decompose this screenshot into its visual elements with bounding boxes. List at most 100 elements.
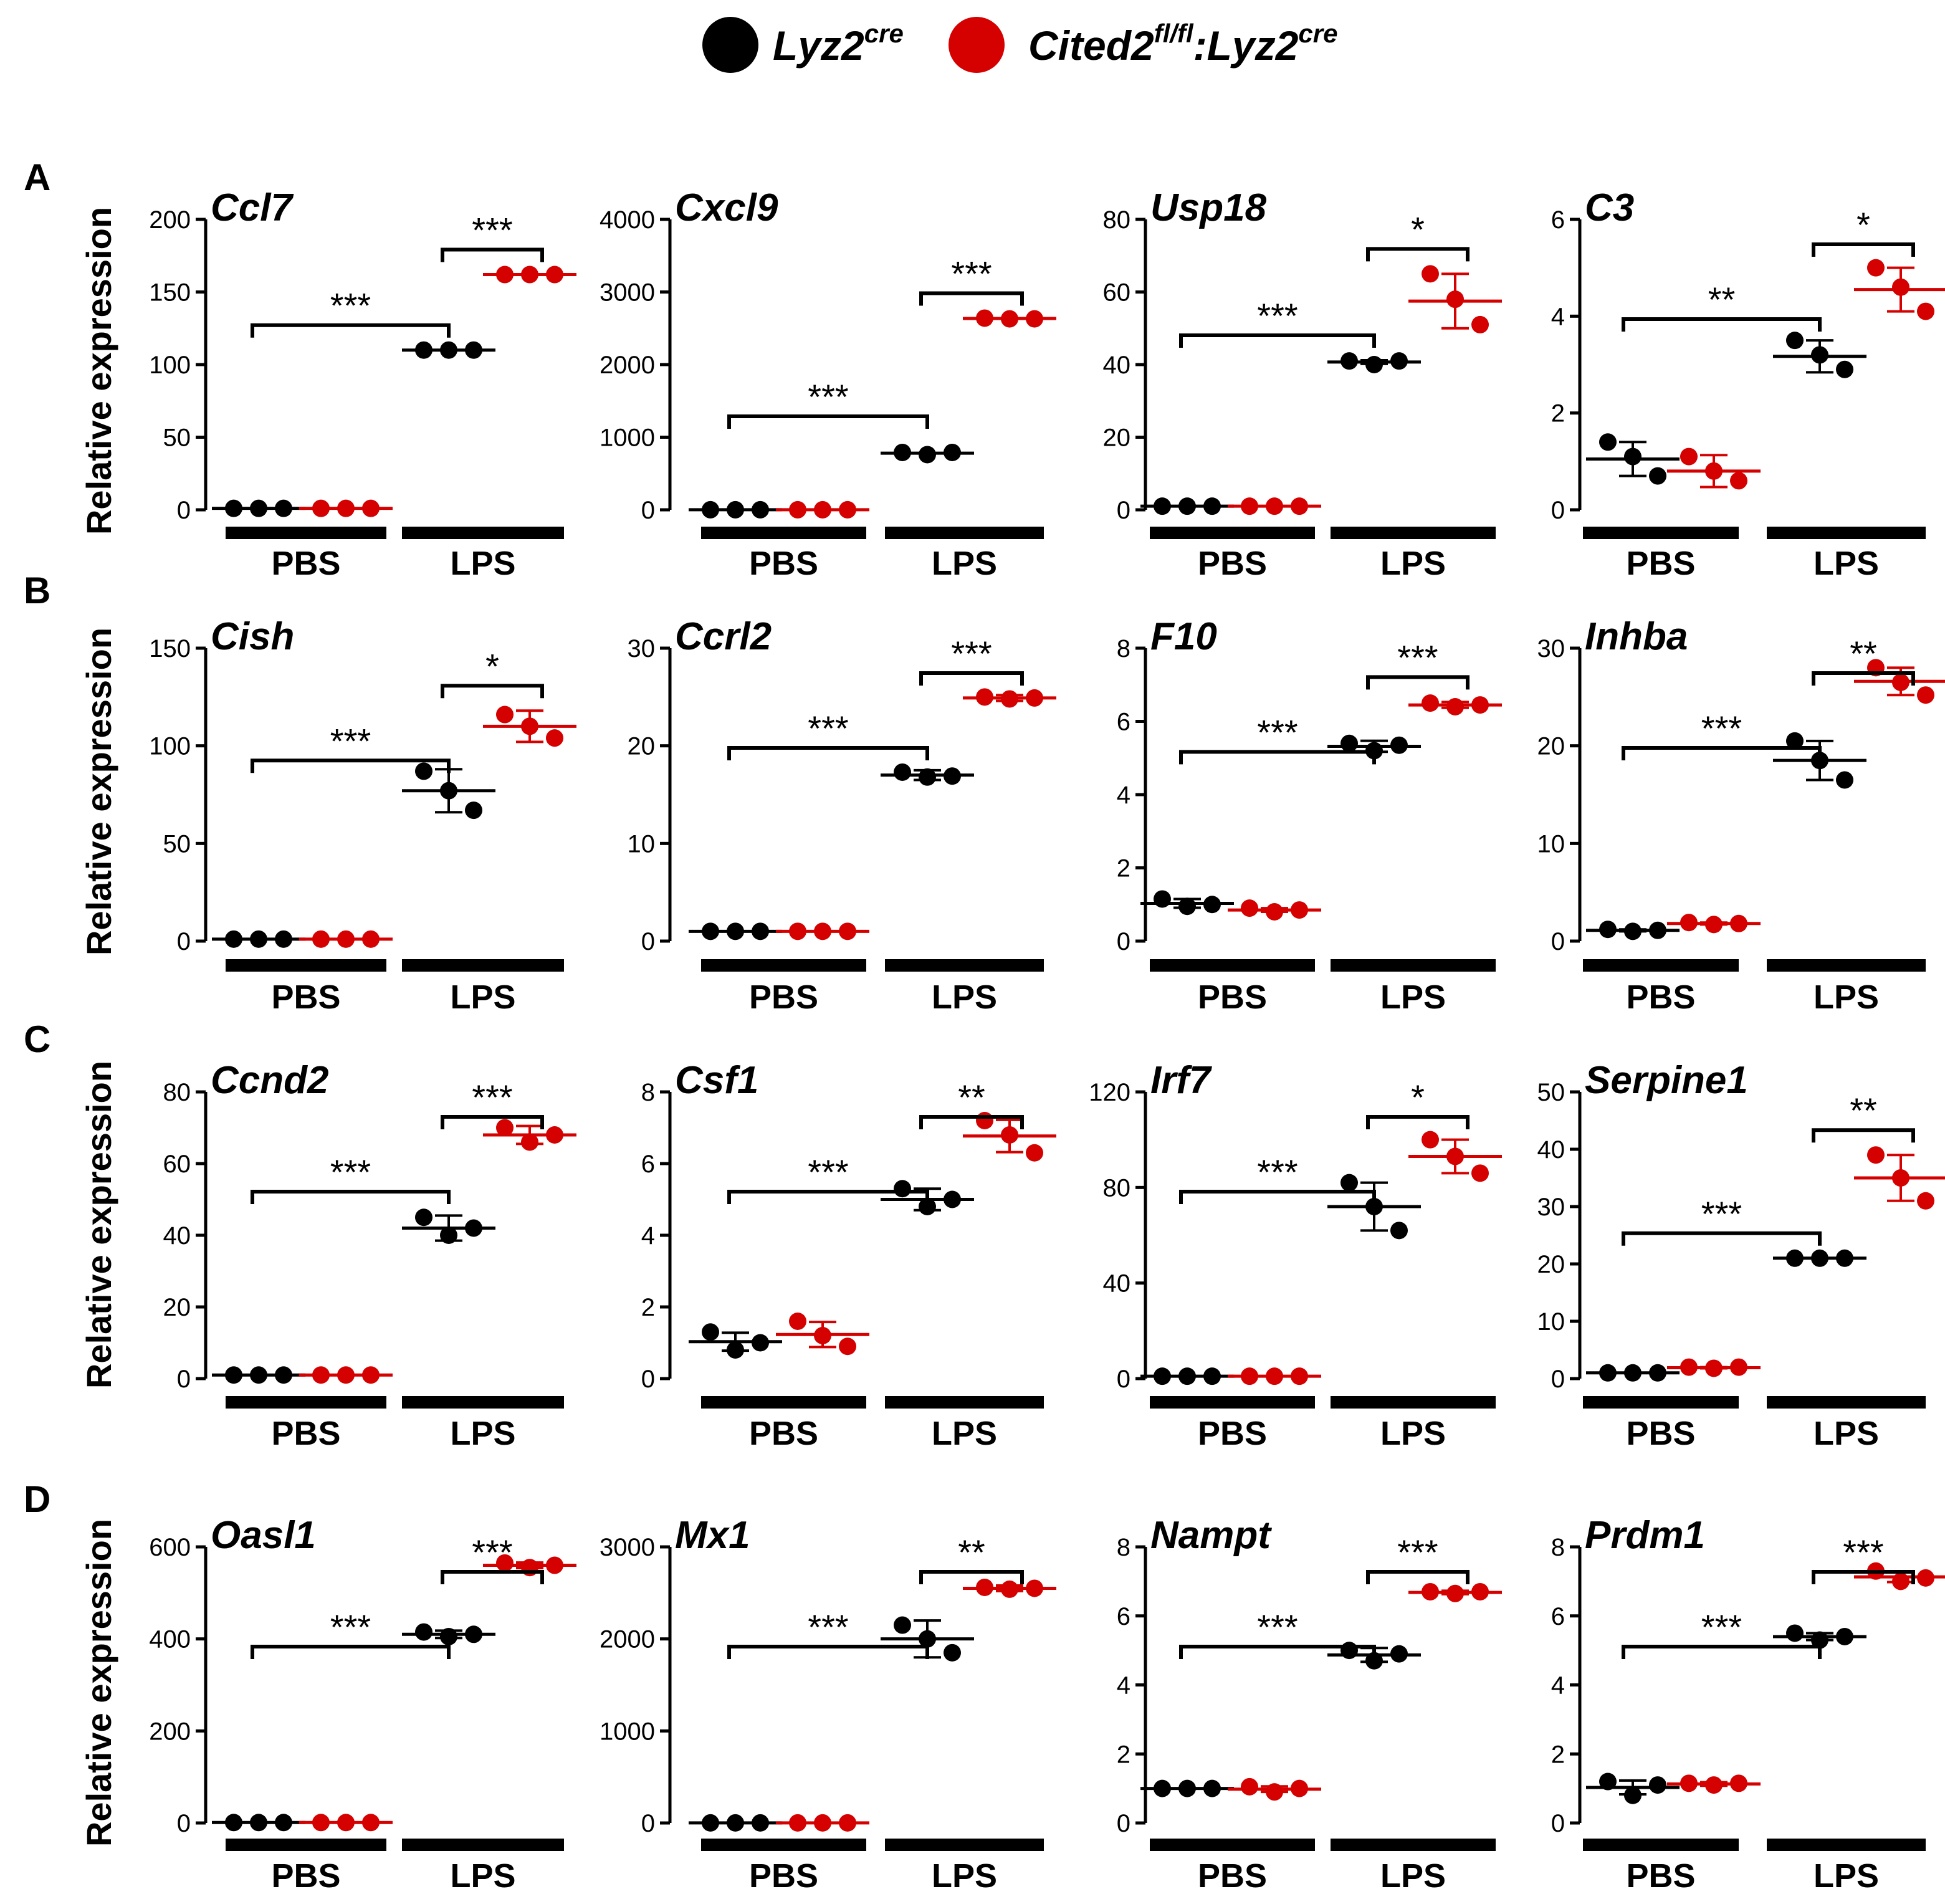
- group-bar: [1150, 1396, 1315, 1409]
- data-point: [894, 763, 911, 781]
- data-point: [1390, 1222, 1408, 1240]
- data-point: [839, 1814, 856, 1832]
- data-point: [312, 1366, 330, 1384]
- sig-bracket-wt-vs-ko: [919, 291, 1024, 306]
- data-point: [1203, 1779, 1221, 1797]
- data-point: [1917, 1569, 1934, 1587]
- group-bar: [1331, 1396, 1496, 1409]
- legend-ko-suffix: :Lyz2: [1193, 22, 1299, 69]
- data-point: [1422, 265, 1439, 283]
- row-label-a: A: [24, 156, 50, 198]
- panel-ccnd2: 0 20 40 60 80 Ccnd2 *** *** PBS LPS: [163, 1059, 576, 1452]
- data-point: [1892, 673, 1909, 691]
- data-point: [521, 1133, 538, 1151]
- sig-bracket-wt-vs-ko-label: **: [958, 1533, 985, 1572]
- sig-bracket-pbs-vs-lps: [1179, 1645, 1376, 1659]
- data-point: [1471, 1582, 1489, 1600]
- y-tick-label: 6: [1551, 206, 1565, 234]
- data-point: [1471, 315, 1489, 333]
- sig-bracket-wt-vs-ko-label: *: [1411, 209, 1425, 249]
- y-tick-label: 20: [628, 733, 656, 760]
- data-point: [225, 499, 242, 517]
- group-label: LPS: [1814, 1415, 1879, 1452]
- gene-title: Cish: [211, 615, 294, 658]
- sig-bracket-pbs-vs-lps: [727, 1645, 929, 1659]
- data-point: [250, 1814, 267, 1832]
- gene-title: Ccnd2: [211, 1059, 328, 1102]
- sig-bracket-wt-vs-ko: [441, 1115, 544, 1129]
- data-point: [944, 443, 961, 461]
- y-tick-label: 50: [163, 830, 191, 858]
- sig-bracket-wt-vs-ko-label: ***: [1397, 638, 1438, 677]
- data-point: [976, 1578, 993, 1596]
- data-point: [1446, 698, 1464, 715]
- data-point: [275, 930, 292, 948]
- data-point: [1390, 1645, 1408, 1663]
- data-point: [250, 1366, 267, 1384]
- y-tick-label: 2: [641, 1294, 655, 1321]
- data-point: [415, 762, 432, 780]
- group-label: PBS: [1626, 978, 1695, 1016]
- y-axis-label-row-c: Relative expression: [79, 1061, 118, 1389]
- data-point: [1730, 1358, 1747, 1376]
- group-label: PBS: [271, 1415, 340, 1452]
- sig-bracket-wt-vs-ko: [1366, 1115, 1470, 1129]
- data-point: [1203, 896, 1221, 914]
- data-point: [976, 309, 993, 327]
- y-tick-label: 1000: [600, 424, 655, 452]
- data-point: [894, 1616, 911, 1634]
- data-point: [1867, 259, 1885, 277]
- y-tick-label: 60: [1103, 279, 1131, 307]
- data-point: [440, 341, 457, 359]
- y-tick-label: 8: [1117, 1534, 1130, 1561]
- data-point: [1705, 916, 1723, 934]
- sig-bracket-pbs-vs-lps: [1179, 750, 1376, 765]
- data-point: [1599, 433, 1617, 451]
- sig-bracket-pbs-vs-lps: [1622, 1231, 1822, 1246]
- sig-bracket-wt-vs-ko-label: *: [485, 646, 499, 686]
- data-point: [337, 1814, 355, 1832]
- group-label: PBS: [1626, 1415, 1695, 1452]
- sig-bracket-pbs-vs-lps-label: ***: [808, 709, 848, 748]
- data-point: [415, 341, 432, 359]
- sig-bracket-wt-vs-ko-label: ***: [472, 1078, 512, 1117]
- y-tick-label: 30: [628, 635, 656, 663]
- group-label: PBS: [749, 978, 818, 1016]
- data-point: [1154, 1367, 1171, 1385]
- y-tick-label: 10: [1537, 830, 1565, 858]
- y-tick-label: 40: [1103, 1270, 1131, 1298]
- gene-title: C3: [1585, 186, 1634, 229]
- data-point: [1599, 1772, 1617, 1791]
- data-point: [1291, 1779, 1308, 1797]
- panel-cxcl9: 0 1000 2000 3000 4000 Cxcl9 *** *** PBS LPS: [600, 186, 1056, 582]
- data-point: [814, 1327, 831, 1344]
- group-bar: [1150, 1839, 1315, 1851]
- data-point: [1026, 1144, 1043, 1162]
- y-tick-label: 2: [1551, 1741, 1565, 1768]
- group-bar: [885, 959, 1044, 972]
- data-point: [546, 729, 563, 747]
- group-label: PBS: [1198, 1857, 1267, 1895]
- y-tick-label: 20: [1537, 733, 1565, 760]
- data-point: [1390, 352, 1408, 370]
- data-point: [496, 1554, 514, 1572]
- y-tick-label: 0: [641, 1366, 655, 1393]
- data-point: [337, 499, 355, 517]
- sig-bracket-pbs-vs-lps: [727, 414, 929, 429]
- y-tick-label: 4: [1551, 303, 1565, 330]
- y-tick-label: 600: [149, 1534, 191, 1561]
- group-bar: [1331, 527, 1496, 539]
- y-tick-label: 40: [1537, 1136, 1565, 1164]
- data-point: [789, 1313, 806, 1330]
- y-tick-label: 4: [1117, 782, 1130, 809]
- group-label: PBS: [271, 545, 340, 582]
- data-point: [362, 499, 380, 517]
- sig-bracket-pbs-vs-lps: [1622, 1645, 1822, 1659]
- group-bar: [885, 1396, 1044, 1409]
- group-label: LPS: [932, 545, 997, 582]
- panel-nampt: 0 2 4 6 8 Nampt *** *** PBS LPS: [1117, 1514, 1502, 1895]
- group-bar: [701, 1396, 866, 1409]
- data-point: [337, 1366, 355, 1384]
- y-tick-label: 0: [641, 497, 655, 524]
- data-point: [1680, 447, 1698, 466]
